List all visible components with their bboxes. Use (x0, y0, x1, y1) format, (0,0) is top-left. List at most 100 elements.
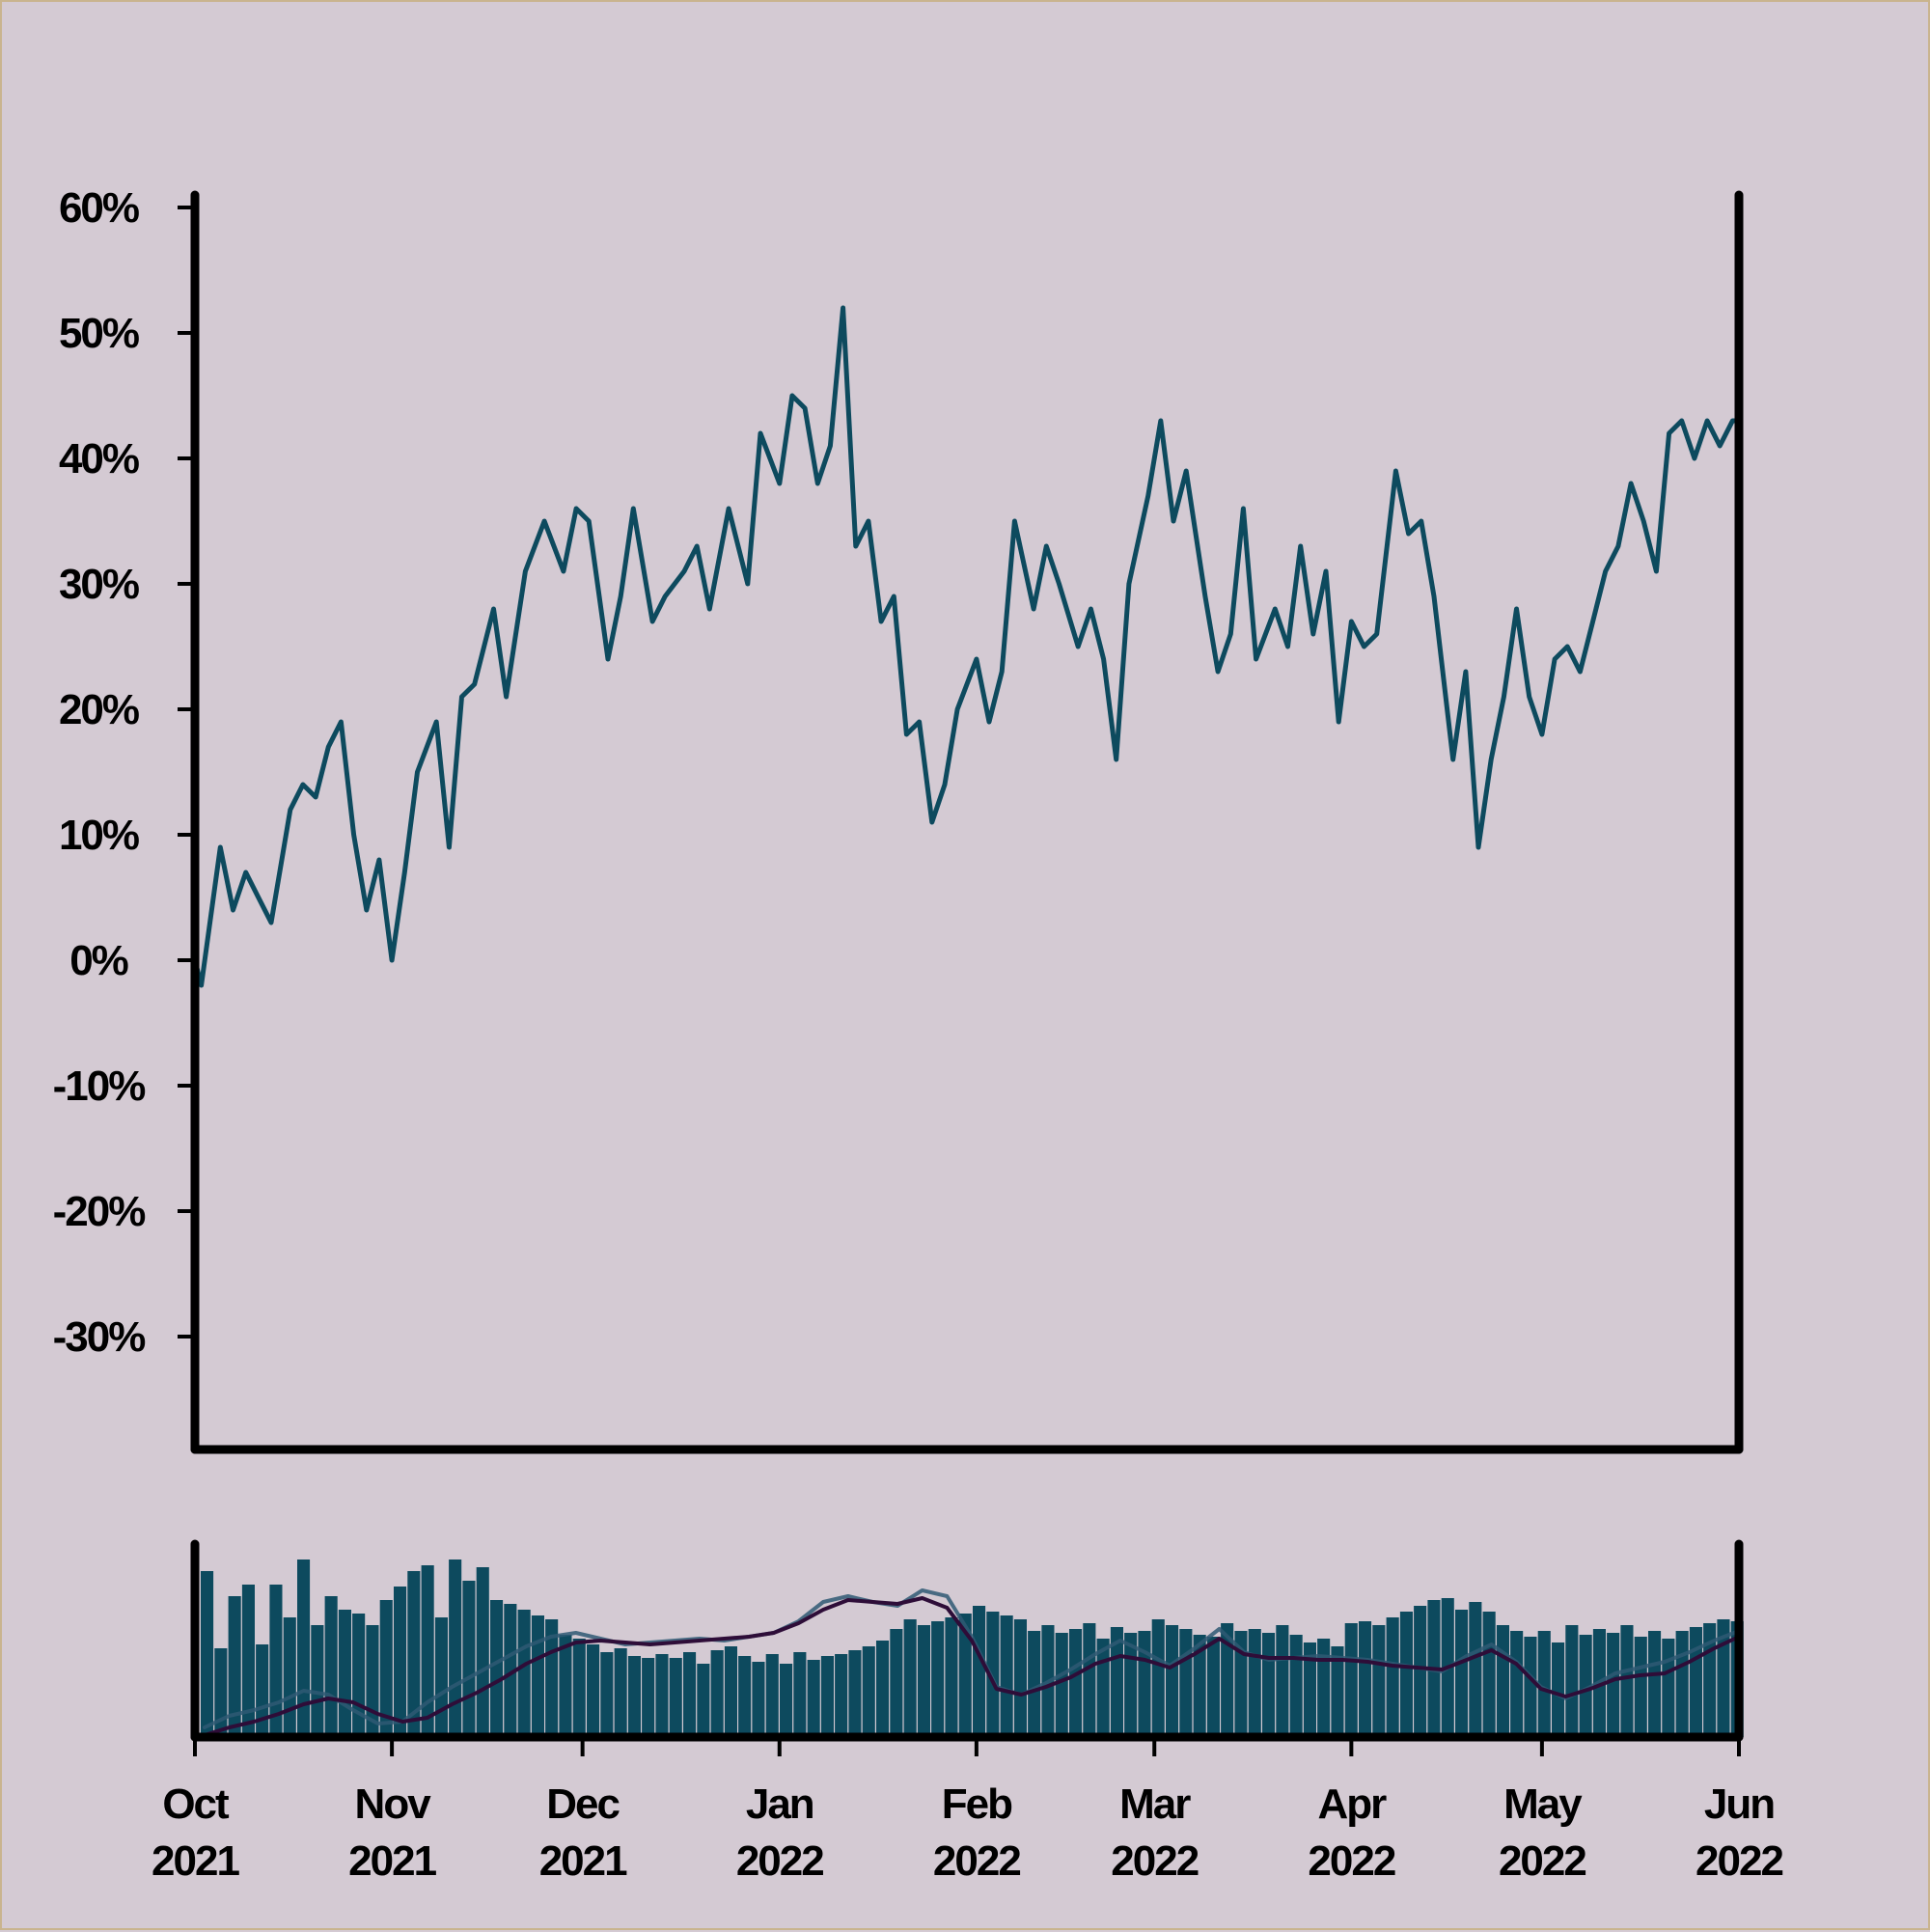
volume-bar (1496, 1625, 1509, 1737)
volume-bar (1552, 1642, 1565, 1737)
volume-bar (1028, 1631, 1041, 1737)
volume-bar (1717, 1619, 1730, 1737)
volume-bar (903, 1619, 917, 1737)
volume-bar (1193, 1635, 1206, 1737)
x-tick-year-label: 2022 (736, 1837, 823, 1885)
x-tick-year-label: 2021 (348, 1837, 436, 1885)
volume-moving-averages (203, 1588, 1741, 1737)
volume-bar (1221, 1623, 1234, 1737)
volume-bar (655, 1654, 669, 1737)
volume-fast-average-line (203, 1588, 1741, 1729)
volume-bar (1013, 1619, 1027, 1737)
volume-bar (394, 1587, 407, 1737)
x-tick-year-label: 2021 (152, 1837, 239, 1885)
volume-bar (1675, 1631, 1689, 1737)
volume-bar (835, 1654, 848, 1737)
volume-bar (1179, 1629, 1193, 1737)
y-tick-label: -30% (53, 1313, 146, 1361)
price-panel: 60% 50% 40% 30% 20% 10% 0% -10% -20% -30% (53, 184, 1744, 1454)
x-tick-year-label: 2022 (1499, 1837, 1585, 1885)
volume-bar (642, 1658, 655, 1737)
volume-bar (1359, 1621, 1372, 1737)
volume-bar (876, 1641, 890, 1737)
volume-bar (1634, 1637, 1647, 1737)
volume-bar (1455, 1610, 1469, 1737)
volume-bar (890, 1629, 903, 1737)
volume-bar (765, 1654, 779, 1737)
volume-bar (407, 1571, 421, 1737)
x-tick-year-label: 2022 (1308, 1837, 1394, 1885)
y-tick-label: 50% (59, 310, 139, 357)
volume-bar (559, 1635, 572, 1737)
x-tick-month-label: Jun (1704, 1780, 1774, 1828)
volume-bar (1055, 1633, 1068, 1737)
volume-bar (1620, 1625, 1634, 1737)
volume-bar (517, 1610, 531, 1737)
volume-bar (324, 1596, 338, 1737)
volume-bar (1607, 1633, 1620, 1737)
volume-bar (434, 1617, 448, 1737)
x-tick-month-label: May (1503, 1780, 1583, 1828)
volume-bar (683, 1652, 697, 1737)
volume-bar (820, 1656, 834, 1737)
y-tick-label: 20% (59, 686, 139, 733)
volume-bar (669, 1658, 682, 1737)
volume-bar (697, 1664, 710, 1737)
y-tick-label: 60% (59, 184, 139, 232)
price-series-line (192, 305, 1742, 988)
volume-bar (862, 1646, 875, 1737)
volume-panel: Oct 2021 Nov 2021 Dec 2021 Jan 2022 Feb 2022 Mar 20… (152, 1539, 1784, 1885)
x-tick-month-label: Dec (546, 1780, 620, 1828)
volume-bar (973, 1606, 986, 1737)
volume-bar (1248, 1629, 1261, 1737)
volume-bars (201, 1559, 1744, 1737)
volume-bar (752, 1662, 765, 1737)
volume-bar (1303, 1642, 1316, 1737)
x-tick-year-label: 2022 (933, 1837, 1020, 1885)
volume-bar (1662, 1639, 1675, 1737)
volume-bar (462, 1581, 476, 1737)
x-tick-year-label: 2021 (539, 1837, 627, 1885)
volume-bar (1276, 1625, 1289, 1737)
volume-bar (793, 1652, 807, 1737)
y-axis-ticks: 60% 50% 40% 30% 20% 10% 0% -10% -20% -30% (53, 184, 195, 1361)
price-line-layer (192, 305, 1742, 988)
volume-bar (1344, 1623, 1358, 1737)
volume-bar (504, 1604, 517, 1737)
y-tick-label: 40% (59, 435, 139, 483)
volume-bar (214, 1648, 228, 1737)
volume-bar (1579, 1635, 1592, 1737)
volume-bar (1206, 1637, 1220, 1737)
volume-bar (338, 1610, 351, 1737)
volume-bar (1510, 1631, 1524, 1737)
volume-bar (1069, 1629, 1083, 1737)
volume-bar (352, 1614, 366, 1737)
volume-bar (379, 1600, 393, 1737)
volume-bar (738, 1656, 752, 1737)
y-tick-label: 0% (69, 937, 127, 984)
x-tick-month-label: Nov (355, 1780, 432, 1828)
volume-bar (421, 1565, 434, 1737)
volume-bar (1000, 1615, 1013, 1737)
volume-bar (614, 1648, 627, 1737)
volume-bar (807, 1660, 820, 1737)
volume-bar (1537, 1631, 1551, 1737)
volume-bar (1386, 1617, 1399, 1737)
volume-bar (1469, 1602, 1482, 1737)
volume-bar (931, 1621, 945, 1737)
volume-bar (1689, 1627, 1702, 1737)
volume-bar (490, 1600, 504, 1737)
volume-bar (1565, 1625, 1579, 1737)
x-axis-ticks: Oct 2021 Nov 2021 Dec 2021 Jan 2022 Feb 2022 Mar 20… (152, 1737, 1784, 1885)
volume-bar (1648, 1631, 1662, 1737)
volume-bar (297, 1559, 311, 1737)
volume-bar (531, 1615, 544, 1737)
volume-bar (917, 1625, 930, 1737)
volume-bar (1234, 1631, 1248, 1737)
volume-bar (958, 1614, 972, 1737)
volume-bar (1262, 1633, 1276, 1737)
volume-bar (1138, 1631, 1151, 1737)
volume-bar (945, 1617, 958, 1737)
volume-bar (600, 1652, 614, 1737)
